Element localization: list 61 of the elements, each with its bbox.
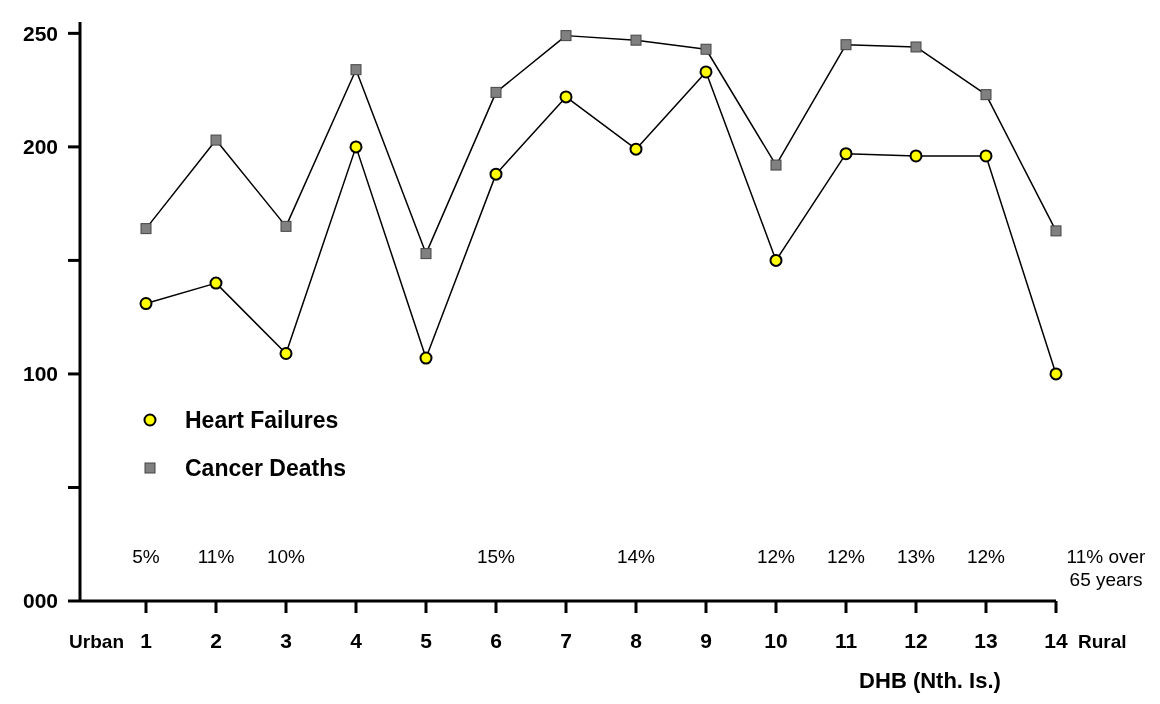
point [840, 39, 852, 51]
y-tick-label: 200 [22, 135, 58, 159]
y-tick-label: 000 [22, 589, 58, 613]
point [419, 351, 433, 365]
point [629, 142, 643, 156]
x-tick-label: 3 [280, 629, 292, 653]
annotation: 5% [132, 545, 160, 567]
point [560, 30, 572, 42]
point [1049, 367, 1063, 381]
annotation: 12% [826, 545, 866, 567]
point [699, 65, 713, 79]
point [770, 159, 782, 171]
legend-label: Cancer Deaths [185, 455, 347, 482]
annotation: 10% [266, 545, 306, 567]
x-tick-label: 13 [974, 629, 998, 653]
point [489, 167, 503, 181]
annotation: 12% [966, 545, 1006, 567]
x-tick-label: 4 [350, 629, 363, 653]
y-tick-label: 250 [22, 21, 58, 45]
point [979, 149, 993, 163]
point [559, 90, 573, 104]
annotation: 13% [896, 545, 936, 567]
point [490, 86, 502, 98]
point [210, 134, 222, 146]
point [1050, 225, 1062, 237]
point [420, 248, 432, 260]
point [909, 149, 923, 163]
text: 11% over 65 years [1066, 545, 1147, 591]
point [839, 147, 853, 161]
point [980, 89, 992, 101]
point [769, 253, 783, 267]
x-tick-label: 1 [140, 629, 153, 653]
x-axis-title: DHB (Nth. Is.) [859, 668, 1001, 693]
point [349, 140, 363, 154]
point [140, 223, 152, 235]
x-tick-label: 7 [560, 629, 572, 653]
x-tick-label: 12 [904, 629, 928, 653]
x-tick-label: 14 [1044, 629, 1068, 653]
point [700, 43, 712, 55]
legend-label: Heart Failures [185, 407, 339, 434]
y-tick-label: 100 [22, 362, 58, 386]
point [630, 34, 642, 46]
point [910, 41, 922, 53]
annotation: 11% [197, 545, 235, 567]
annotation: 12% [756, 545, 796, 567]
x-tick-label: 9 [700, 629, 712, 653]
x-tick-label: 2 [210, 629, 222, 653]
x-tick-label: 8 [630, 629, 643, 653]
text: Rural [1078, 630, 1127, 652]
x-tick-label: 5 [420, 629, 433, 653]
x-tick-label: 6 [490, 629, 502, 653]
point [350, 64, 362, 76]
text: Urban [69, 630, 124, 652]
point [279, 347, 293, 361]
point [209, 276, 223, 290]
annotation: 14% [616, 545, 656, 567]
x-tick-label: 10 [764, 629, 788, 653]
annotation: 15% [476, 545, 516, 567]
point [139, 297, 153, 311]
point [280, 220, 292, 232]
x-tick-label: 11 [834, 629, 858, 653]
